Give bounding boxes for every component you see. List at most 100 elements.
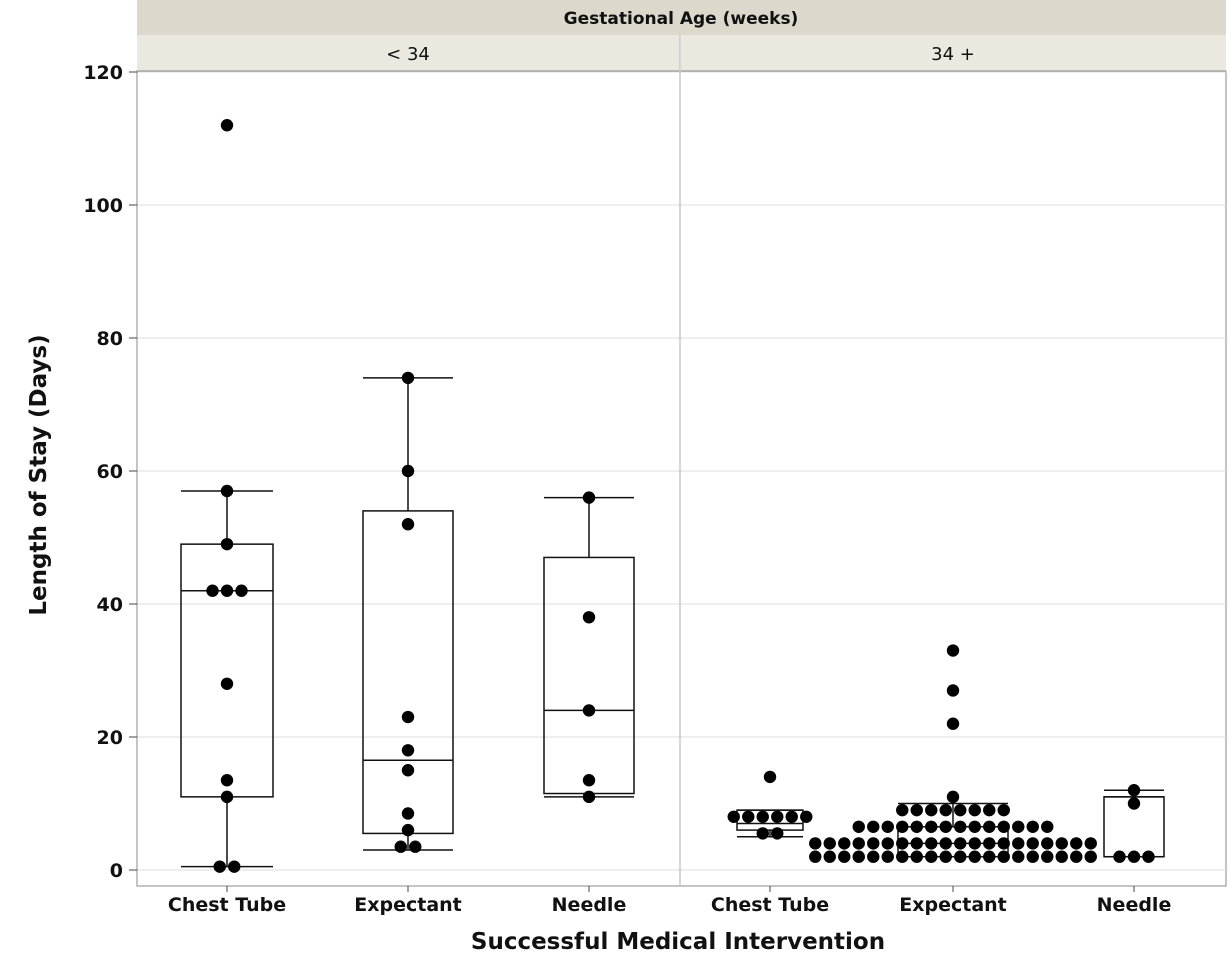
data-point (997, 850, 1010, 863)
data-point (582, 774, 596, 787)
data-point (881, 850, 894, 863)
data-point (1026, 850, 1039, 863)
data-point (983, 837, 996, 850)
data-point (946, 717, 960, 730)
data-point (997, 803, 1010, 817)
data-point (925, 837, 938, 850)
x-axis-title: Successful Medical Intervention (471, 929, 885, 955)
data-point (800, 810, 813, 823)
data-point (394, 840, 407, 853)
data-point (220, 790, 234, 804)
data-point (852, 820, 865, 833)
y-tick-label: 120 (83, 62, 123, 84)
data-point (881, 820, 894, 833)
data-point (401, 823, 415, 837)
x-category-label: Expectant (899, 894, 1007, 916)
facet-title: Gestational Age (weeks) (564, 9, 799, 29)
y-tick-label: 20 (97, 727, 123, 749)
data-point (968, 803, 981, 817)
data-point (852, 837, 865, 850)
data-point (939, 837, 952, 850)
data-point (1070, 837, 1083, 850)
data-point (896, 850, 909, 863)
data-point (1026, 837, 1039, 850)
data-point (220, 119, 234, 132)
data-point (206, 584, 219, 597)
data-point (954, 837, 967, 850)
y-tick-label: 100 (83, 195, 123, 217)
data-point (997, 820, 1010, 833)
data-point (1127, 784, 1141, 797)
data-point (1084, 850, 1097, 863)
x-category-label: Expectant (354, 894, 462, 916)
data-point (968, 850, 981, 863)
data-point (220, 774, 234, 787)
data-point (896, 837, 909, 850)
data-point (946, 790, 960, 804)
data-point (401, 807, 415, 820)
data-point (925, 850, 938, 863)
y-tick-label: 0 (110, 860, 123, 882)
data-point (910, 837, 923, 850)
data-point (954, 803, 967, 817)
data-point (220, 584, 234, 597)
data-point (763, 770, 777, 784)
x-axis-categories: Chest Tube Expectant Needle Chest Tube Expec… (168, 886, 1171, 916)
data-point (867, 820, 880, 833)
data-point (771, 810, 784, 823)
data-point (939, 820, 952, 833)
data-point (220, 537, 234, 551)
data-point (742, 810, 755, 823)
data-point (910, 820, 923, 833)
x-category-label: Chest Tube (168, 894, 286, 916)
data-point (409, 840, 422, 853)
y-tick-label: 60 (97, 461, 123, 483)
data-point (756, 827, 769, 840)
data-point (946, 644, 960, 657)
panel-strip-left (137, 35, 680, 71)
data-point (1055, 850, 1068, 863)
data-point (213, 860, 226, 873)
panel-label-left: < 34 (386, 44, 430, 65)
data-point (727, 810, 740, 823)
data-point (582, 611, 596, 624)
data-point (582, 790, 596, 804)
data-point (401, 371, 415, 385)
data-point (946, 684, 960, 697)
x-category-label: Needle (1097, 894, 1172, 916)
data-point (881, 837, 894, 850)
data-point (228, 860, 241, 873)
y-tick-label: 80 (97, 328, 123, 350)
x-category-label: Chest Tube (711, 894, 829, 916)
data-point (925, 820, 938, 833)
data-point (1113, 850, 1126, 863)
data-point (867, 837, 880, 850)
data-point (997, 837, 1010, 850)
data-point (401, 764, 415, 777)
data-point (1012, 837, 1025, 850)
data-point (983, 850, 996, 863)
data-point (1012, 850, 1025, 863)
data-point (756, 810, 769, 823)
data-point (785, 810, 798, 823)
plot-area (136, 70, 1227, 887)
data-point (809, 837, 822, 850)
facet-strip-background (137, 0, 1226, 35)
data-point (852, 850, 865, 863)
data-point (1041, 850, 1054, 863)
y-tick-label: 40 (97, 594, 123, 616)
panel-strip-right (681, 35, 1226, 71)
data-point (1026, 820, 1039, 833)
data-point (954, 850, 967, 863)
data-point (983, 820, 996, 833)
data-point (983, 803, 996, 817)
data-point (939, 803, 952, 817)
data-point (896, 820, 909, 833)
data-point (968, 820, 981, 833)
data-point (1127, 797, 1141, 810)
data-point (954, 820, 967, 833)
data-point (1012, 820, 1025, 833)
data-point (582, 491, 596, 504)
data-point (1041, 820, 1054, 833)
gridlines (137, 71, 1226, 871)
